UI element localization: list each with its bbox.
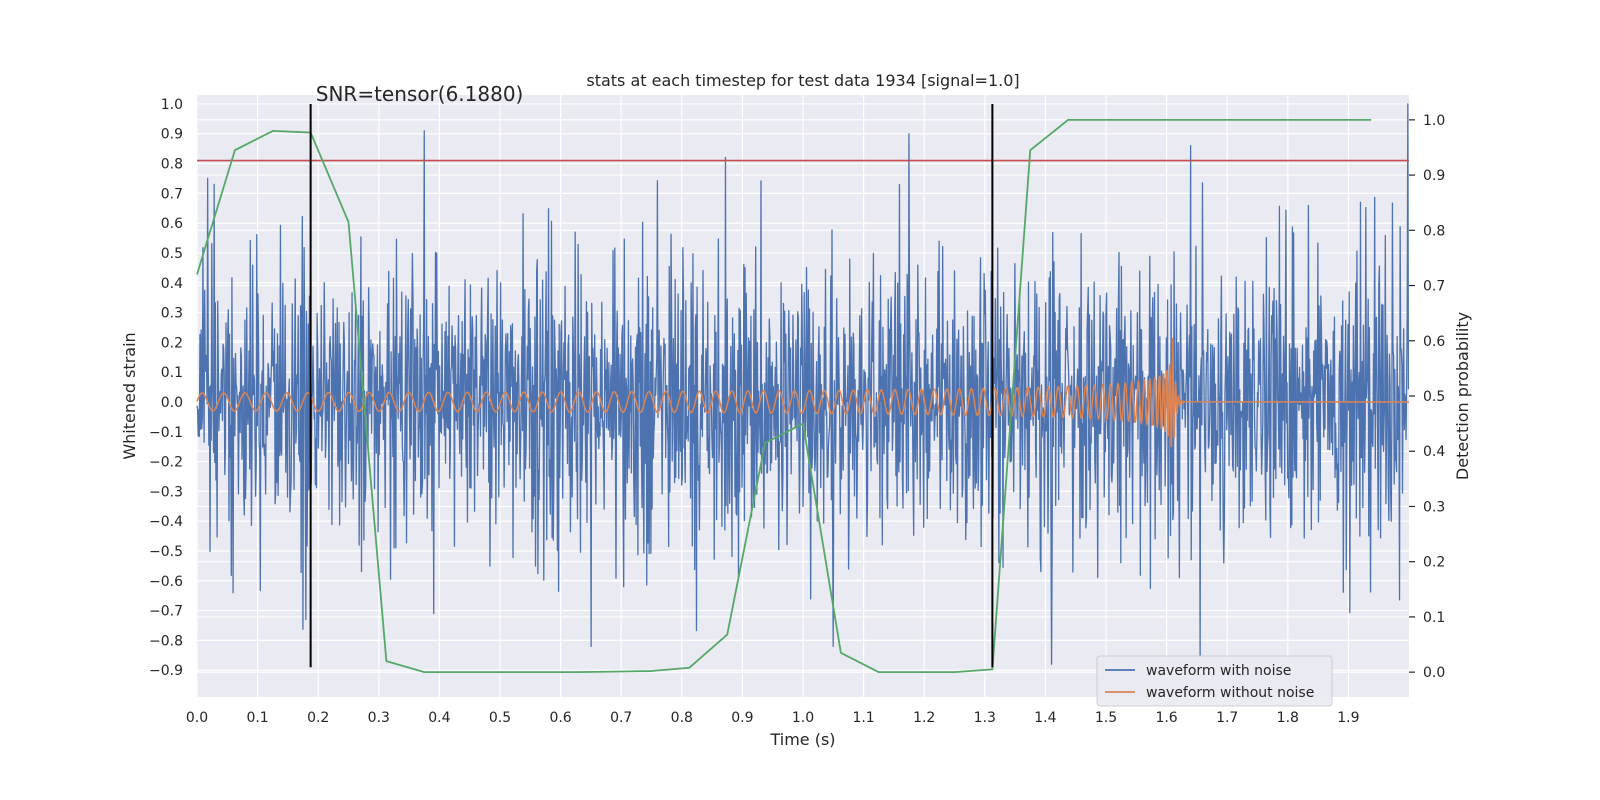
y-tick-label: 0.1 (161, 365, 183, 381)
y2-tick-label: 0.2 (1423, 555, 1445, 571)
x-tick-label: 1.5 (1095, 710, 1117, 726)
y-tick-label: 0.9 (161, 127, 183, 143)
x-tick-label: 0.5 (489, 710, 511, 726)
x-tick-label: 1.0 (792, 710, 814, 726)
y-tick-label: −0.7 (149, 604, 183, 620)
y2-tick-label: 0.4 (1423, 444, 1445, 460)
y2-tick-label: 0.9 (1423, 168, 1445, 184)
y-tick-label: −0.5 (149, 544, 183, 560)
y2-tick-label: 0.8 (1423, 223, 1445, 239)
y-tick-label: −0.8 (149, 633, 183, 649)
y-tick-label: 0.6 (161, 216, 183, 232)
x-tick-label: 0.2 (307, 710, 329, 726)
x-tick-label: 1.9 (1337, 710, 1359, 726)
x-axis-ticks: 0.0 0.1 0.2 0.3 0.4 0.5 0.6 0.7 0.8 0.9 1.0 1.1 1.2 1… (186, 710, 1360, 726)
x-tick-label: 1.4 (1034, 710, 1056, 726)
y2-axis-label: Detection probability (1453, 312, 1472, 480)
y-tick-label: 0.0 (161, 395, 183, 411)
y-tick-label: 0.2 (161, 335, 183, 351)
x-tick-label: 1.6 (1155, 710, 1177, 726)
x-tick-label: 1.1 (852, 710, 874, 726)
y2-tick-label: 0.6 (1423, 334, 1445, 350)
detection-probability-line (196, 118, 1372, 674)
y2-tick-label: 0.3 (1423, 499, 1445, 515)
chart-title: stats at each timestep for test data 193… (586, 71, 1019, 90)
y-tick-label: −0.6 (149, 574, 183, 590)
y-tick-label: 0.7 (161, 186, 183, 202)
y-tick-label: 0.3 (161, 306, 183, 322)
y-tick-label: 0.8 (161, 157, 183, 173)
y2-tick-label: 1.0 (1423, 113, 1445, 129)
snr-annotation: SNR=tensor(6.1880) (316, 82, 524, 106)
x-tick-label: 0.7 (610, 710, 632, 726)
y2-axis-ticks: 1.0 0.9 0.8 0.7 0.6 0.5 0.4 0.3 0.2 0.1 0.0 (1409, 113, 1445, 681)
legend-label: waveform without noise (1146, 685, 1314, 701)
series-detection-probability (196, 118, 1372, 674)
legend: waveform with noise waveform without nois… (1096, 655, 1333, 707)
y-tick-label: −0.1 (149, 425, 183, 441)
y-tick-label: −0.4 (149, 514, 183, 530)
x-tick-label: 0.6 (549, 710, 571, 726)
y-tick-label: 1.0 (161, 97, 183, 113)
x-tick-label: 0.8 (671, 710, 693, 726)
y-tick-label: −0.9 (149, 663, 183, 679)
x-tick-label: 1.8 (1277, 710, 1299, 726)
y2-tick-label: 0.0 (1423, 665, 1445, 681)
y-tick-label: 0.5 (161, 246, 183, 262)
waveform-without-noise-line (196, 338, 1410, 448)
x-tick-label: 0.9 (731, 710, 753, 726)
legend-box (1096, 655, 1333, 707)
y-axis-label: Whitened strain (120, 332, 139, 459)
x-tick-label: 0.0 (186, 710, 208, 726)
marker-lines (309, 103, 994, 668)
x-tick-label: 0.3 (368, 710, 390, 726)
x-tick-label: 1.7 (1216, 710, 1238, 726)
series-waveform-with-noise (196, 103, 1410, 665)
x-tick-label: 0.1 (246, 710, 268, 726)
x-tick-label: 0.4 (428, 710, 450, 726)
x-tick-label: 1.2 (913, 710, 935, 726)
y-tick-label: 0.4 (161, 276, 183, 292)
waveform-with-noise-line (196, 103, 1410, 665)
legend-label: waveform with noise (1146, 663, 1291, 679)
annotations: SNR=tensor(6.1880) (316, 82, 524, 106)
y2-tick-label: 0.5 (1423, 389, 1445, 405)
x-tick-label: 1.3 (974, 710, 996, 726)
y-tick-label: −0.3 (149, 484, 183, 500)
y2-tick-label: 0.1 (1423, 610, 1445, 626)
y-tick-label: −0.2 (149, 455, 183, 471)
y2-tick-label: 0.7 (1423, 279, 1445, 295)
y-axis-ticks: 1.0 0.9 0.8 0.7 0.6 0.5 0.4 0.3 0.2 0.1 0.0 −0.1 −0.… (149, 97, 183, 679)
x-axis-label: Time (s) (769, 730, 835, 749)
series-waveform-without-noise (196, 338, 1410, 448)
